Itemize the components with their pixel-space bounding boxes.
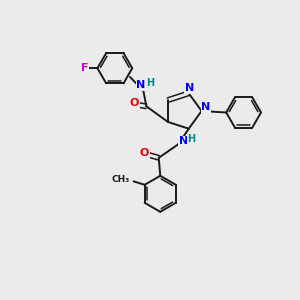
Text: CH₃: CH₃ [112,176,130,184]
Text: N: N [179,136,188,146]
Text: N: N [202,102,211,112]
Text: O: O [130,98,139,108]
Text: N: N [136,80,146,90]
Text: N: N [185,83,194,93]
Text: O: O [140,148,149,158]
Text: H: H [188,134,196,144]
Text: F: F [80,63,88,73]
Text: H: H [146,78,154,88]
